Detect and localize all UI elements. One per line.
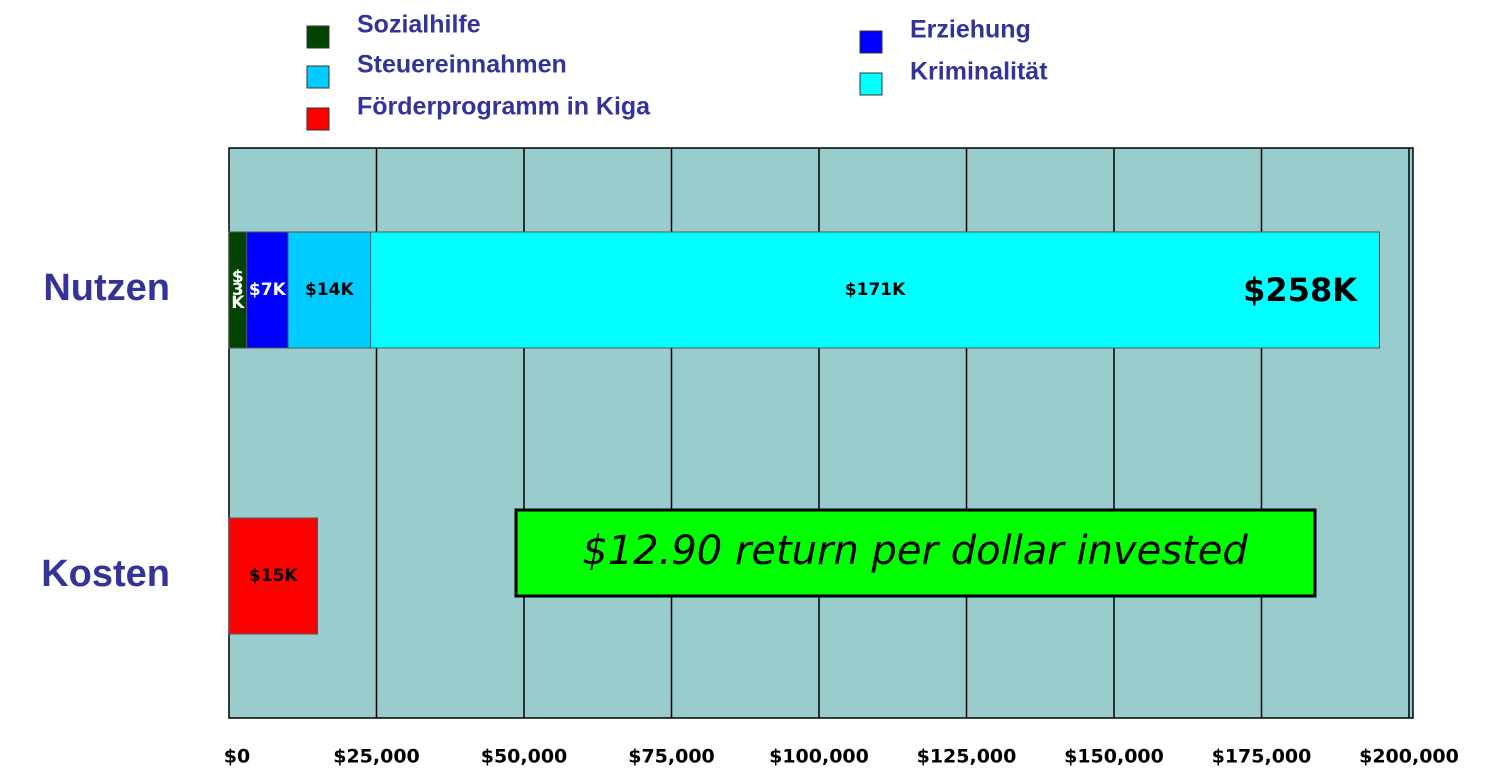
- bar-segment: [246, 231, 289, 349]
- bar-segment: [228, 517, 318, 635]
- x-tick-label: $150,000: [1064, 746, 1164, 768]
- legend-swatch: [859, 72, 883, 96]
- legend-label: Sozialhilfe: [357, 11, 481, 39]
- x-tick-label: $25,000: [333, 746, 420, 768]
- legend-swatch: [306, 65, 330, 89]
- bar-segment: [370, 231, 1381, 349]
- data-label: $14K: [305, 280, 354, 300]
- legend-label: Erziehung: [910, 16, 1031, 44]
- bar-segment: [287, 231, 372, 349]
- category-label: Nutzen: [43, 267, 170, 309]
- total-label: $258K: [1243, 271, 1358, 309]
- annotation-box: [514, 508, 1317, 598]
- category-label: Kosten: [41, 553, 170, 595]
- data-label: $7K: [249, 280, 287, 300]
- x-tick-label: $0: [224, 746, 250, 768]
- legend-label: Steuereinnahmen: [357, 51, 567, 79]
- x-tick-label: $175,000: [1212, 746, 1312, 768]
- legend-label: Kriminalität: [910, 58, 1048, 86]
- data-label: $15K: [249, 566, 298, 586]
- annotation-text: $12.90 return per dollar invested: [582, 528, 1248, 574]
- x-tick-label: $50,000: [481, 746, 568, 768]
- legend-swatch: [306, 25, 330, 49]
- x-tick-label: $200,000: [1359, 746, 1459, 768]
- x-tick-label: $125,000: [917, 746, 1017, 768]
- data-label: $3 K: [231, 267, 245, 313]
- legend-swatch: [306, 107, 330, 131]
- x-tick-label: $100,000: [769, 746, 869, 768]
- legend-label: Förderprogramm in Kiga: [357, 93, 651, 121]
- data-label: $171K: [845, 280, 906, 300]
- legend-swatch: [859, 30, 883, 54]
- x-tick-label: $75,000: [628, 746, 715, 768]
